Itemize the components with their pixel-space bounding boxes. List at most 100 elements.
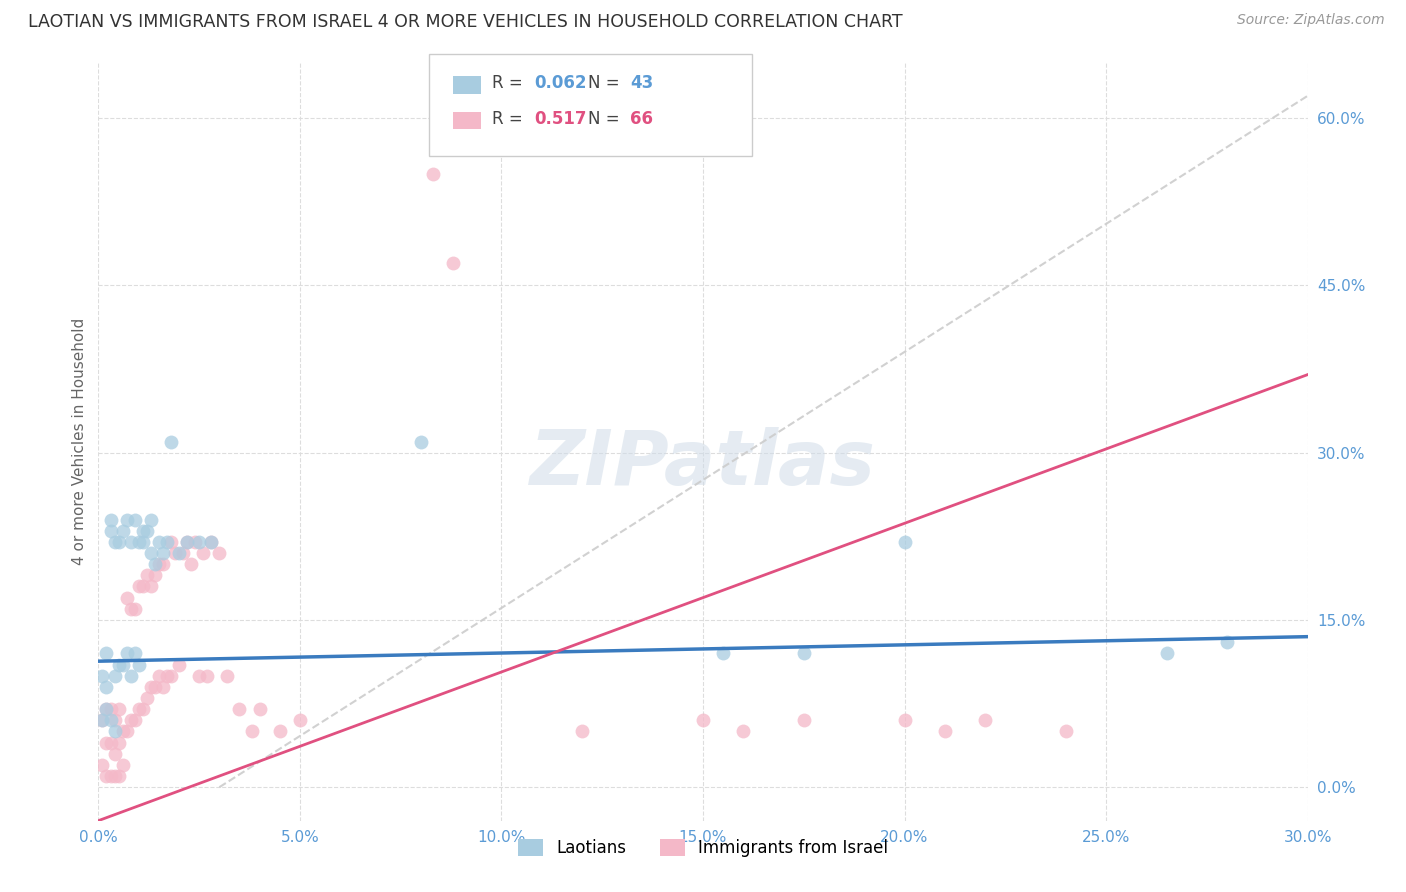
Laotians [96, 646, 118, 660]
Laotians [409, 434, 432, 449]
Laotians [156, 534, 179, 549]
Immigrants from Israel [139, 580, 162, 594]
Laotians [120, 534, 142, 549]
Laotians [91, 669, 114, 683]
Text: ZIPatlas: ZIPatlas [530, 427, 876, 501]
Immigrants from Israel [893, 714, 915, 728]
Laotians [188, 534, 211, 549]
Immigrants from Israel [208, 546, 231, 560]
Immigrants from Israel [124, 602, 146, 616]
Immigrants from Israel [148, 669, 170, 683]
Immigrants from Israel [163, 546, 186, 560]
Immigrants from Israel [135, 690, 157, 705]
Immigrants from Israel [143, 568, 166, 582]
Immigrants from Israel [132, 702, 155, 716]
Immigrants from Israel [200, 534, 222, 549]
Laotians [1156, 646, 1178, 660]
Immigrants from Israel [103, 714, 125, 728]
Immigrants from Israel [269, 724, 291, 739]
Laotians [115, 646, 138, 660]
Immigrants from Israel [974, 714, 997, 728]
Immigrants from Israel [240, 724, 263, 739]
Immigrants from Israel [1054, 724, 1077, 739]
Immigrants from Israel [124, 714, 146, 728]
Immigrants from Israel [180, 557, 202, 572]
Immigrants from Israel [91, 714, 114, 728]
Immigrants from Israel [152, 680, 174, 694]
Immigrants from Israel [107, 769, 129, 783]
Immigrants from Israel [288, 714, 311, 728]
Immigrants from Israel [249, 702, 271, 716]
Immigrants from Israel [143, 680, 166, 694]
Immigrants from Israel [167, 657, 190, 672]
Laotians [132, 534, 155, 549]
Immigrants from Israel [172, 546, 194, 560]
Immigrants from Israel [100, 769, 122, 783]
Immigrants from Israel [96, 769, 118, 783]
Laotians [135, 524, 157, 538]
Immigrants from Israel [96, 735, 118, 749]
Laotians [100, 512, 122, 526]
Immigrants from Israel [160, 669, 183, 683]
Laotians [139, 512, 162, 526]
Text: Source: ZipAtlas.com: Source: ZipAtlas.com [1237, 13, 1385, 28]
Laotians [124, 646, 146, 660]
Laotians [120, 669, 142, 683]
Immigrants from Israel [96, 702, 118, 716]
Immigrants from Israel [107, 735, 129, 749]
Immigrants from Israel [111, 724, 134, 739]
Immigrants from Israel [148, 557, 170, 572]
Immigrants from Israel [733, 724, 755, 739]
Legend: Laotians, Immigrants from Israel: Laotians, Immigrants from Israel [509, 830, 897, 865]
Text: R =: R = [492, 74, 529, 92]
Immigrants from Israel [120, 714, 142, 728]
Immigrants from Israel [128, 702, 150, 716]
Immigrants from Israel [107, 702, 129, 716]
Laotians [148, 534, 170, 549]
Y-axis label: 4 or more Vehicles in Household: 4 or more Vehicles in Household [72, 318, 87, 566]
Laotians [111, 657, 134, 672]
Laotians [103, 669, 125, 683]
Laotians [167, 546, 190, 560]
Laotians [100, 524, 122, 538]
Laotians [111, 524, 134, 538]
Laotians [96, 702, 118, 716]
Laotians [103, 724, 125, 739]
Laotians [96, 680, 118, 694]
Immigrants from Israel [128, 580, 150, 594]
Laotians [124, 512, 146, 526]
Immigrants from Israel [441, 256, 464, 270]
Text: 43: 43 [630, 74, 654, 92]
Laotians [132, 524, 155, 538]
Immigrants from Israel [156, 669, 179, 683]
Immigrants from Israel [195, 669, 218, 683]
Immigrants from Israel [160, 534, 183, 549]
Immigrants from Israel [115, 724, 138, 739]
Laotians [100, 714, 122, 728]
Immigrants from Israel [176, 534, 198, 549]
Immigrants from Israel [139, 680, 162, 694]
Immigrants from Israel [115, 591, 138, 605]
Immigrants from Israel [692, 714, 714, 728]
Immigrants from Israel [228, 702, 250, 716]
Immigrants from Israel [193, 546, 215, 560]
Laotians [176, 534, 198, 549]
Immigrants from Israel [120, 602, 142, 616]
Text: LAOTIAN VS IMMIGRANTS FROM ISRAEL 4 OR MORE VEHICLES IN HOUSEHOLD CORRELATION CH: LAOTIAN VS IMMIGRANTS FROM ISRAEL 4 OR M… [28, 13, 903, 31]
Laotians [793, 646, 815, 660]
Immigrants from Israel [111, 758, 134, 772]
Immigrants from Israel [422, 167, 444, 181]
Laotians [128, 534, 150, 549]
Immigrants from Israel [188, 669, 211, 683]
Immigrants from Israel [132, 580, 155, 594]
Immigrants from Israel [100, 702, 122, 716]
Laotians [143, 557, 166, 572]
Immigrants from Israel [571, 724, 593, 739]
Immigrants from Israel [934, 724, 956, 739]
Laotians [711, 646, 734, 660]
Text: 66: 66 [630, 110, 652, 128]
Laotians [107, 534, 129, 549]
Immigrants from Israel [91, 758, 114, 772]
Immigrants from Israel [135, 568, 157, 582]
Text: N =: N = [588, 110, 624, 128]
